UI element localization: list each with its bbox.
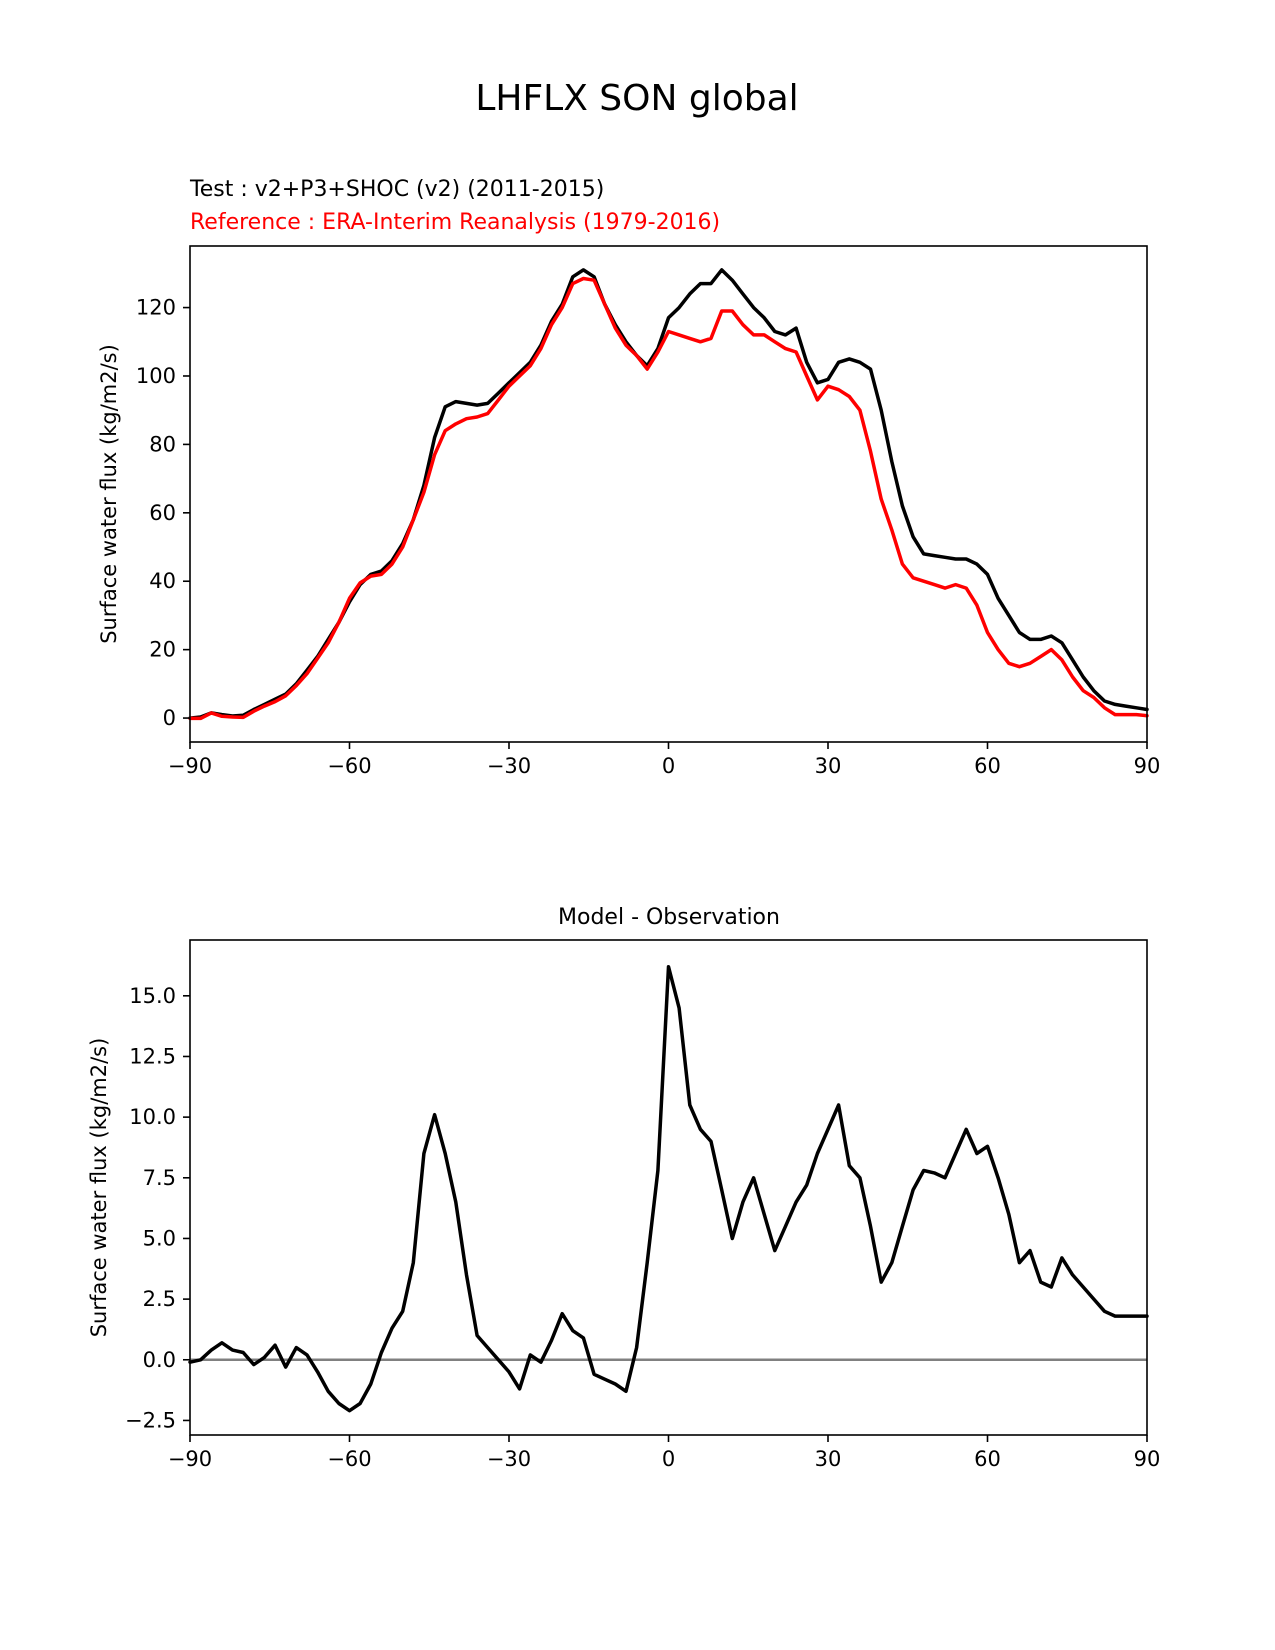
top-x-tick-label: −30	[487, 754, 531, 778]
bottom-y-tick-label: 12.5	[129, 1044, 176, 1068]
diff-panel-title: Model - Observation	[558, 905, 780, 930]
bottom-x-tick-label: 30	[815, 1447, 842, 1471]
test-label: Test : v2+P3+SHOC (v2) (2011-2015)	[189, 177, 604, 202]
bottom-x-tick-label: 90	[1134, 1447, 1161, 1471]
top-x-tick-label: −60	[327, 754, 371, 778]
top-x-tick-label: 60	[974, 754, 1001, 778]
bottom-x-tick-label: −60	[327, 1447, 371, 1471]
bottom-y-tick-label: 0.0	[143, 1348, 176, 1372]
top-y-tick-label: 0	[163, 706, 176, 730]
reference-label: Reference : ERA-Interim Reanalysis (1979…	[190, 210, 720, 235]
bottom-x-tick-label: −30	[487, 1447, 531, 1471]
top-series-line-reference	[188, 276, 1149, 721]
bottom-y-tick-label: 7.5	[143, 1166, 176, 1190]
bottom-y-tick-label: 15.0	[129, 984, 176, 1008]
top-y-tick-label: 20	[149, 638, 176, 662]
top-series-line-test	[188, 268, 1149, 720]
figure-title: LHFLX SON global	[475, 78, 798, 119]
bottom-y-tick-label: 5.0	[143, 1226, 176, 1250]
top-x-tick-label: 0	[662, 754, 675, 778]
top-x-tick-label: −90	[168, 754, 212, 778]
top-y-tick-label: 80	[149, 432, 176, 456]
top-y-tick-label: 100	[136, 364, 176, 388]
top-y-tick-label: 40	[149, 569, 176, 593]
top-y-axis-label: Surface water flux (kg/m2/s)	[97, 344, 121, 644]
top-panel: −90 −60 −30 0 30 60 90 0 20 40 60 80 100 120 Surface w…	[97, 245, 1161, 778]
bottom-y-tick-label: 2.5	[143, 1287, 176, 1311]
bottom-x-tick-label: 0	[662, 1447, 675, 1471]
bottom-x-tick-label: 60	[974, 1447, 1001, 1471]
bottom-y-axis-label: Surface water flux (kg/m2/s)	[87, 1038, 111, 1338]
bottom-y-tick-label: −2.5	[125, 1408, 176, 1432]
bottom-x-tick-label: −90	[168, 1447, 212, 1471]
bottom-panel: −90 −60 −30 0 30 60 90 −2.5 0.0 2.5 5.0 7.5 10.0 12.5…	[87, 939, 1161, 1471]
bottom-series-line-model-observation	[188, 964, 1149, 1413]
top-y-tick-label: 60	[149, 501, 176, 525]
top-x-tick-label: 90	[1134, 754, 1161, 778]
top-y-tick-label: 120	[136, 296, 176, 320]
top-x-tick-label: 30	[815, 754, 842, 778]
bottom-y-tick-label: 10.0	[129, 1105, 176, 1129]
